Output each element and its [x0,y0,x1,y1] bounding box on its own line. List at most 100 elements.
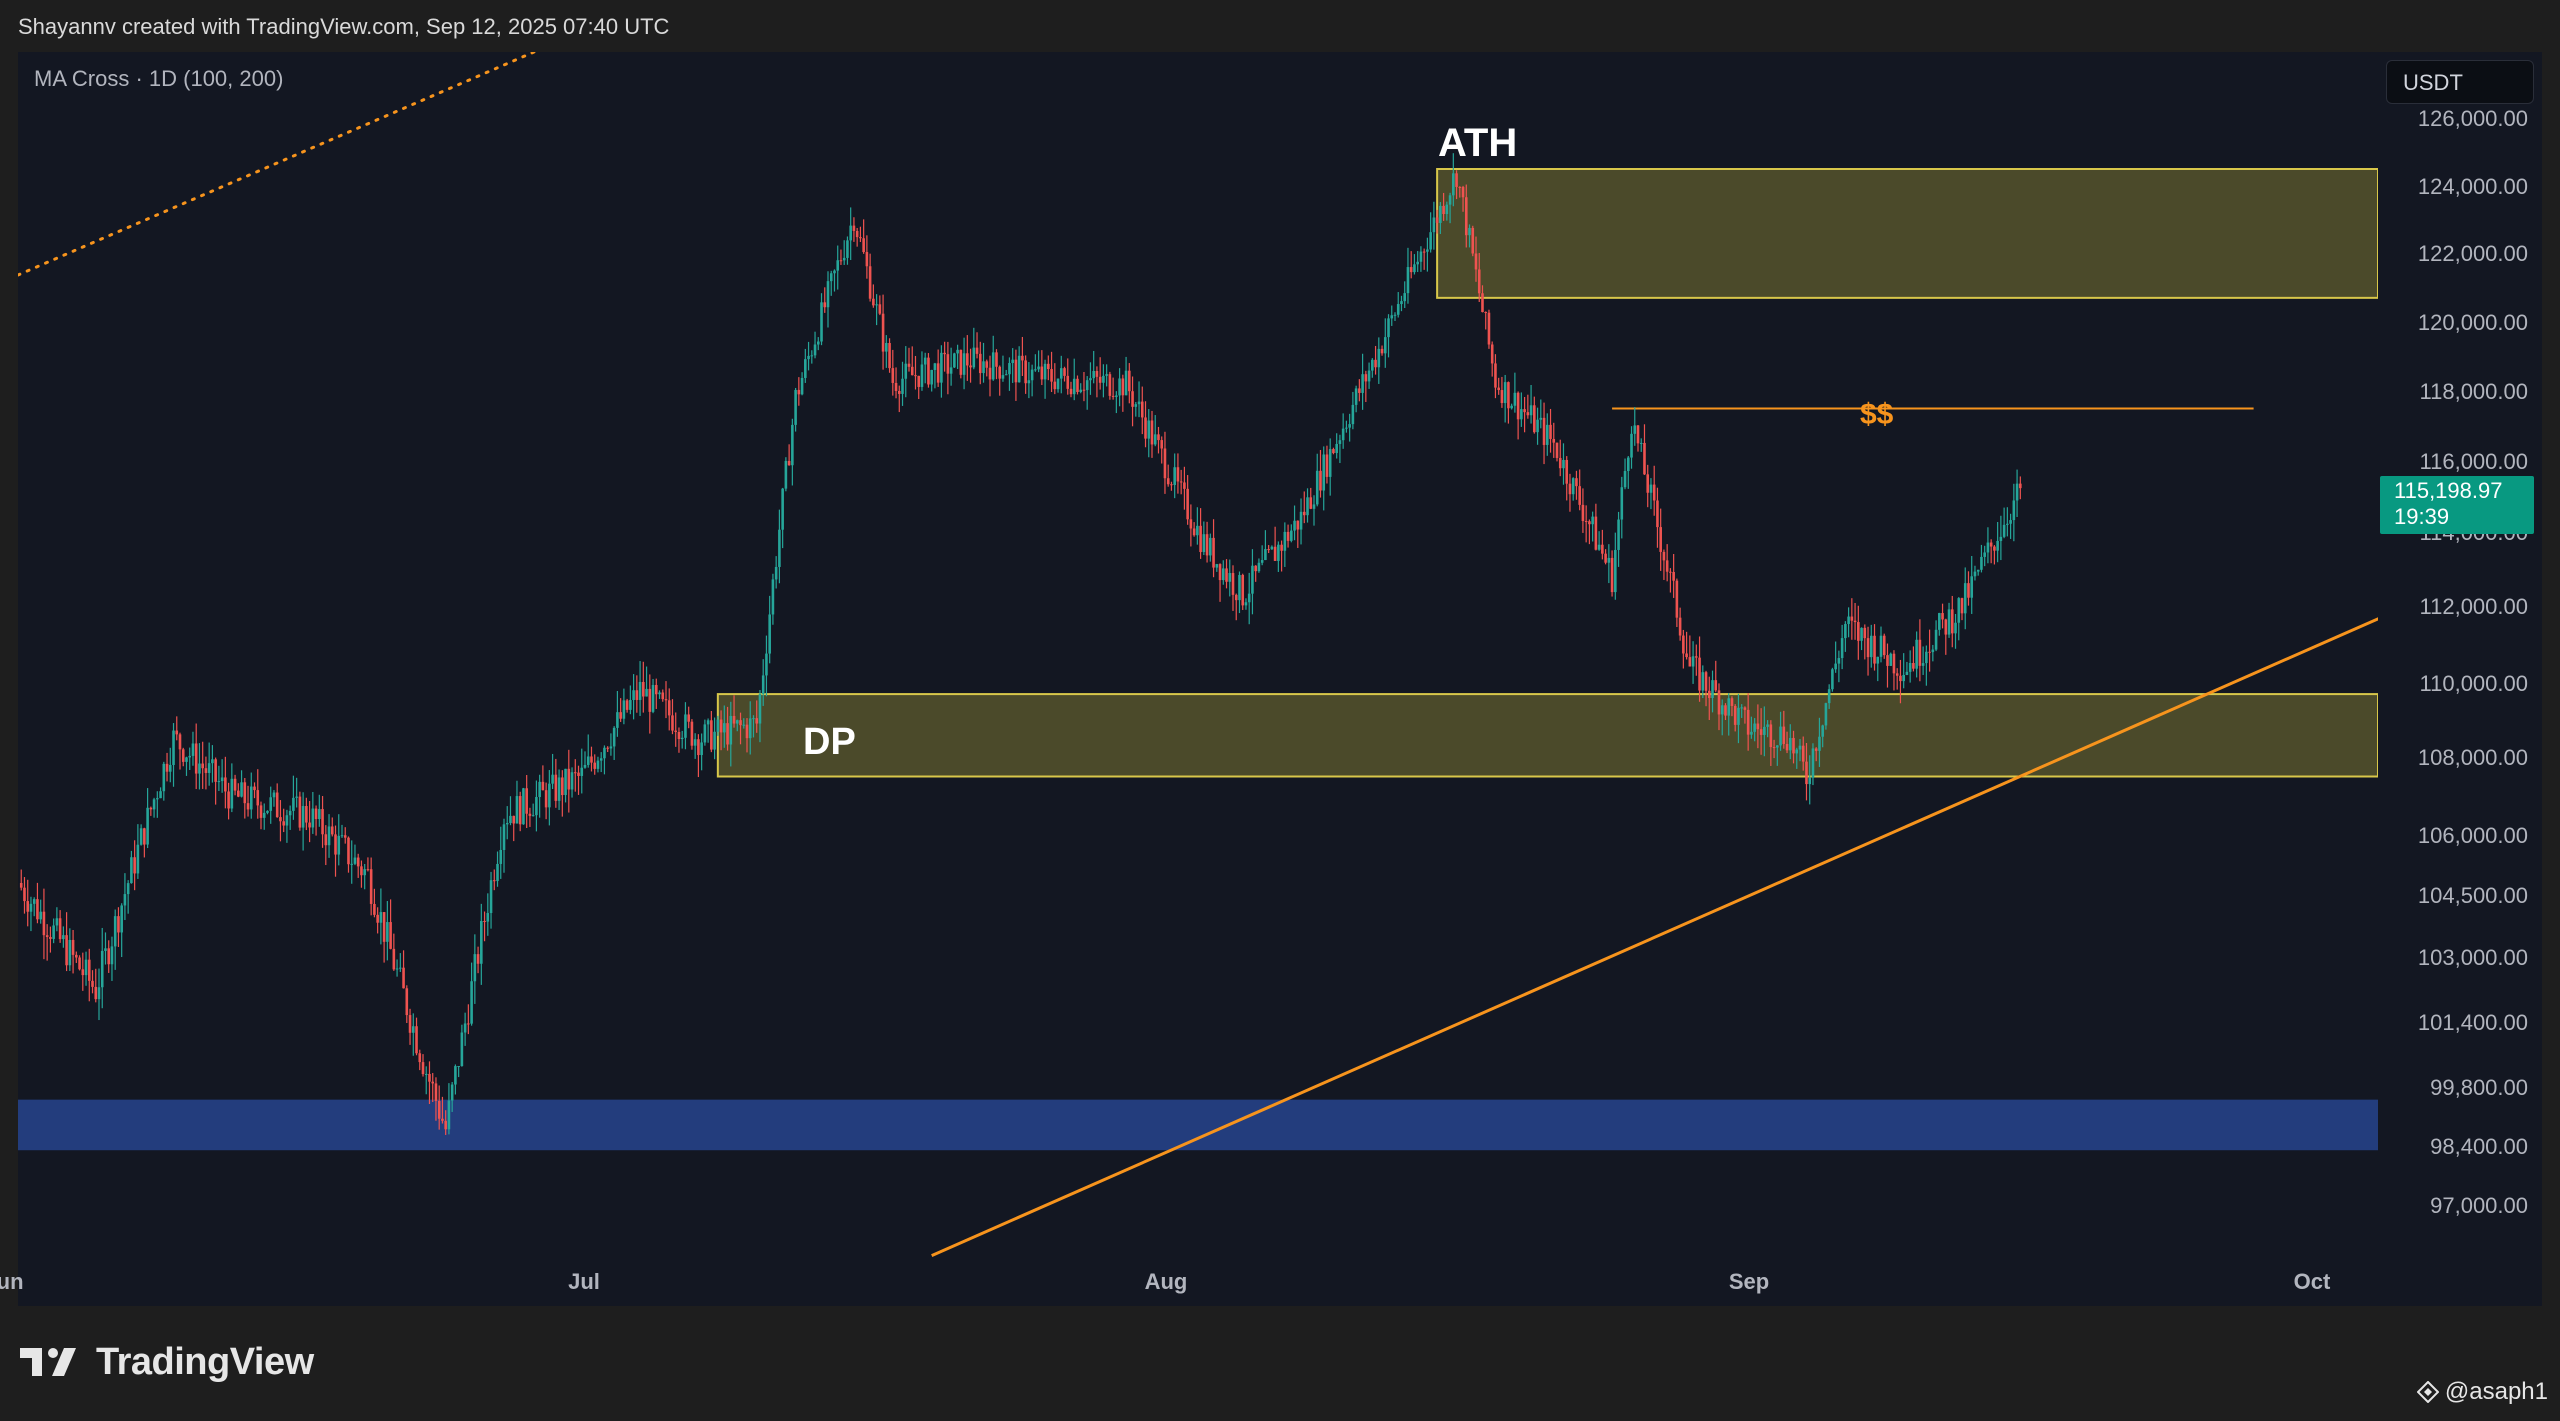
candle-body [868,266,872,299]
candle-body [603,747,606,759]
candle-body [1740,707,1743,709]
candle-body [1934,629,1938,650]
candle-body [1409,267,1413,273]
candle-body [1808,777,1812,785]
candle-body [395,968,399,970]
candle-body [1672,571,1675,581]
candle-body [580,767,584,776]
x-tick-label: Aug [1145,1269,1188,1294]
candle-body [1976,569,1980,572]
candle-body [444,1120,447,1130]
candle-body [710,720,713,750]
candle-body [1545,424,1549,445]
candle-body [1656,500,1659,528]
candle-body [1646,474,1650,493]
candle-body [1601,544,1604,554]
candle-body [1503,382,1507,404]
candle-body [1750,731,1753,735]
candle-body [515,796,519,824]
candle-body [1221,568,1225,581]
liquidity-label: $$ [1860,398,1894,431]
candle-body [49,937,52,939]
candle-body [865,252,869,267]
candle-body [1215,564,1219,568]
y-tick-label: 104,500.00 [2418,883,2528,908]
candle-body [697,739,700,756]
candle-body [522,788,525,825]
candle-body [1921,663,1925,666]
candle-body [1523,409,1526,413]
candle-body [645,688,648,697]
candle-body [1533,405,1536,433]
candle-body [1105,374,1108,376]
candle-body [1665,560,1669,572]
candle-body [1299,511,1303,530]
candle-body [518,796,522,825]
candle-body [1322,454,1326,491]
candle-body [690,721,694,746]
candle-body [1196,525,1199,536]
candle-body [1597,544,1601,550]
candle-body [923,357,927,365]
candle-body [1468,227,1471,236]
candle-body [1814,748,1818,751]
candle-body [1688,657,1692,667]
candle-body [1549,424,1552,439]
candle-body [65,935,68,966]
candle-body [463,1023,467,1033]
candle-body [839,260,843,262]
indicator-legend[interactable]: MA Cross · 1D (100, 200) [34,66,284,91]
candle-body [178,734,182,750]
candle-body [211,759,214,764]
candle-body [1179,481,1183,483]
candle-layer [19,153,2022,1135]
annotation-layer: ATH DP $$ [803,121,1894,763]
candle-body [1529,405,1533,416]
currency-selector[interactable]: USDT [2386,60,2534,104]
candle-body [1643,442,1646,475]
candle-body [1831,669,1834,690]
candle-body [1270,546,1274,550]
candle-body [732,715,736,724]
candle-body [136,844,140,874]
candle-body [1231,573,1235,595]
candle-body [1759,729,1763,735]
candle-body [1406,267,1410,294]
candle-body [1633,425,1637,434]
candle-body [1746,709,1750,735]
candle-body [262,812,266,818]
candle-body [680,737,684,740]
tradingview-logo-icon [20,1348,76,1376]
candle-body [1558,457,1562,469]
candle-body [1623,471,1627,488]
candle-body [1944,619,1948,635]
candle-body [347,837,350,865]
candle-body [168,764,172,772]
candle-body [1150,420,1154,445]
candle-body [586,756,590,765]
candle-body [1361,374,1364,393]
candle-body [687,714,690,722]
candle-body [467,1023,470,1025]
candle-body [1983,552,1986,557]
candle-body [1338,440,1342,444]
candle-body [1124,370,1128,396]
candle-body [1989,542,1993,547]
candle-body [1497,387,1500,391]
candle-body [829,273,833,282]
candle-body [661,692,665,700]
candle-body [538,781,541,798]
candle-body [1526,412,1530,416]
candle-body [113,916,117,947]
candle-body [1367,370,1371,382]
candle-body [1286,531,1290,541]
candle-body [1335,443,1338,454]
candle-body [658,692,661,695]
candle-body [55,918,59,926]
candle-body [324,834,328,846]
candle-body [1131,391,1134,407]
price-axis: 126,000.00 124,000.00 122,000.00 120,000.00… [2378,52,2542,1306]
candle-body [447,1100,451,1130]
candle-body [204,768,208,773]
